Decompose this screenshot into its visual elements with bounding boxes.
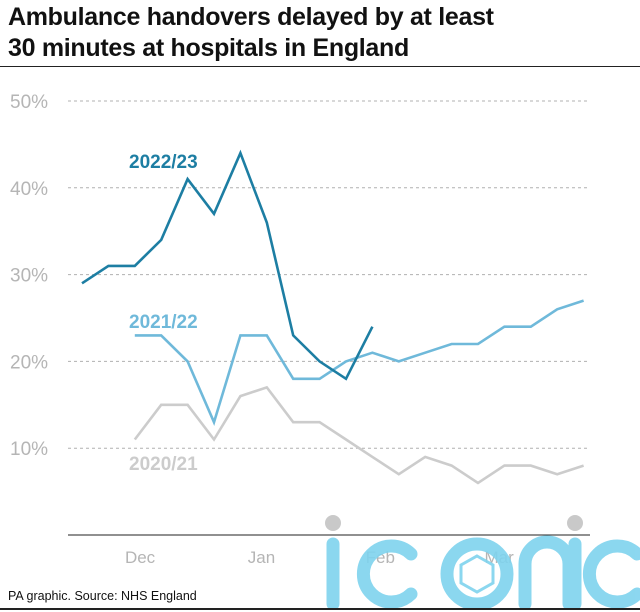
source-note: PA graphic. Source: NHS England bbox=[8, 589, 197, 603]
chart-title-line-1: Ambulance handovers delayed by at least bbox=[8, 3, 494, 31]
x-tick-label: Jan bbox=[248, 548, 275, 567]
y-tick-label: 20% bbox=[10, 352, 48, 373]
y-tick-label: 40% bbox=[10, 179, 48, 200]
bottom-rule bbox=[0, 608, 640, 610]
x-tick-label: Mar bbox=[484, 548, 514, 567]
x-tick-label: Feb bbox=[366, 548, 395, 567]
x-tick-label: Dec bbox=[125, 548, 156, 567]
y-tick-label: 10% bbox=[10, 439, 48, 460]
chart-title-line-2: 30 minutes at hospitals in England bbox=[8, 34, 409, 62]
series-line bbox=[134, 299, 585, 426]
title-rule bbox=[0, 66, 640, 67]
series-line bbox=[81, 149, 374, 381]
series-label: 2020/21 bbox=[129, 454, 198, 475]
y-tick-label: 50% bbox=[10, 92, 48, 113]
line-chart: 10% 20% 30% 40% 50% Dec Jan Feb Mar 2022/23 2021/2… bbox=[10, 92, 590, 567]
series-line bbox=[133, 385, 585, 485]
y-tick-label: 30% bbox=[10, 266, 48, 287]
chart-title: Ambulance handovers delayed by at least … bbox=[8, 2, 632, 64]
series-label: 2022/23 bbox=[129, 152, 198, 173]
series-label: 2021/22 bbox=[129, 312, 198, 333]
